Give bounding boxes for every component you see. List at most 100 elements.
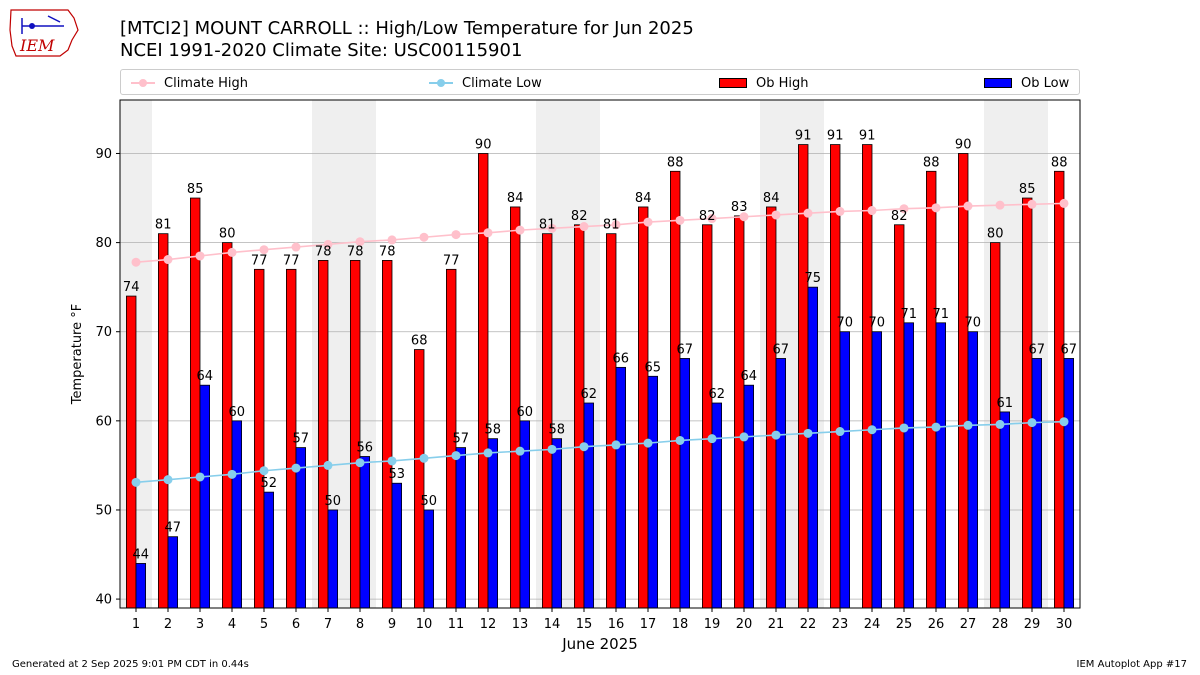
- plot-frame: [119, 99, 1081, 609]
- y-tick-label: 80: [95, 236, 112, 251]
- bar-ob-low: [423, 509, 435, 609]
- y-axis-label: Temperature °F: [70, 304, 85, 405]
- data-label-low: 58: [485, 423, 502, 438]
- legend-climate-high: Climate High: [131, 74, 248, 92]
- title-line-1: [MTCI2] MOUNT CARROLL :: High/Low Temper…: [120, 18, 694, 39]
- bar-ob-low: [871, 331, 883, 609]
- bar-ob-high: [926, 170, 937, 609]
- climate-low-point: [355, 458, 365, 468]
- legend: Climate High Climate Low Ob High Ob Low: [120, 69, 1080, 95]
- climate-high-point: [675, 215, 685, 225]
- bar-ob-low: [807, 286, 819, 609]
- climate-low-line: [135, 420, 1065, 484]
- data-label-high: 80: [987, 227, 1004, 242]
- data-label-low: 70: [965, 316, 982, 331]
- bar-ob-high: [606, 233, 617, 609]
- bar-ob-high: [574, 224, 585, 609]
- legend-climate-low: Climate Low: [429, 74, 542, 92]
- data-label-high: 77: [443, 253, 460, 268]
- bar-ob-low: [167, 536, 179, 609]
- bar-ob-low: [263, 491, 275, 609]
- data-label-low: 50: [421, 494, 438, 509]
- x-tick-label: 11: [448, 617, 465, 632]
- climate-high-swatch: [131, 79, 155, 87]
- climate-low-point: [291, 463, 301, 473]
- data-label-high: 85: [1019, 182, 1036, 197]
- data-label-low: 64: [741, 369, 758, 384]
- y-tick-label: 90: [95, 147, 112, 162]
- climate-high-point: [1027, 199, 1037, 209]
- data-label-high: 88: [1051, 155, 1068, 170]
- iem-logo: IEM: [9, 9, 79, 57]
- climate-low-point: [803, 428, 813, 438]
- bar-ob-high: [1054, 170, 1065, 609]
- x-tick-label: 30: [1056, 617, 1073, 632]
- bar-ob-low: [615, 366, 627, 609]
- x-tick-label: 12: [480, 617, 497, 632]
- data-label-low: 71: [901, 307, 918, 322]
- bar-ob-low: [903, 322, 915, 609]
- bar-ob-high: [542, 233, 553, 609]
- x-tick-label: 25: [896, 617, 913, 632]
- climate-high-point: [963, 201, 973, 211]
- bar-ob-low: [455, 447, 467, 609]
- climate-high-point: [803, 208, 813, 218]
- ob-high-swatch: [719, 78, 747, 88]
- x-tick-label: 19: [704, 617, 721, 632]
- x-tick-label: 17: [640, 617, 657, 632]
- bar-ob-low: [1031, 358, 1043, 609]
- data-label-high: 91: [859, 129, 876, 144]
- climate-low-point: [675, 435, 685, 445]
- x-tick-label: 4: [228, 617, 236, 632]
- y-tick-label: 60: [95, 414, 112, 429]
- data-label-low: 44: [133, 547, 150, 562]
- bar-ob-low: [647, 375, 659, 609]
- climate-low-point: [835, 427, 845, 437]
- bar-ob-high: [381, 260, 393, 609]
- bar-ob-low: [359, 456, 371, 609]
- climate-low-point: [163, 475, 173, 485]
- climate-low-point: [387, 456, 397, 466]
- x-tick-label: 23: [832, 617, 849, 632]
- data-label-high: 90: [955, 137, 972, 152]
- legend-label: Ob High: [756, 75, 809, 91]
- bar-ob-high: [702, 224, 713, 609]
- bar-ob-high: [958, 153, 969, 609]
- climate-high-point: [835, 206, 845, 216]
- climate-low-point: [995, 419, 1005, 429]
- bar-ob-high: [766, 206, 777, 609]
- data-label-low: 67: [773, 342, 790, 357]
- climate-low-point: [195, 472, 205, 482]
- climate-low-point: [867, 425, 877, 435]
- climate-low-point: [771, 430, 781, 440]
- legend-ob-low: Ob Low: [984, 74, 1069, 92]
- data-label-low: 70: [837, 316, 854, 331]
- climate-low-point: [1059, 417, 1069, 427]
- climate-low-point: [931, 422, 941, 432]
- bar-ob-low: [487, 438, 499, 609]
- bar-ob-high: [157, 233, 169, 609]
- x-tick-label: 2: [164, 617, 172, 632]
- x-tick-label: 28: [992, 617, 1009, 632]
- climate-high-point: [515, 225, 525, 235]
- climate-low-point: [227, 469, 237, 479]
- app-note: IEM Autoplot App #17: [1076, 659, 1187, 670]
- climate-low-point: [131, 477, 141, 487]
- climate-high-point: [419, 232, 429, 242]
- climate-high-point: [451, 230, 461, 240]
- data-label-high: 78: [315, 244, 332, 259]
- data-label-high: 77: [283, 253, 300, 268]
- climate-high-point: [1059, 198, 1069, 208]
- data-label-high: 81: [539, 218, 556, 233]
- climate-low-point: [963, 420, 973, 430]
- y-tick-label: 40: [95, 593, 112, 608]
- x-tick-label: 8: [356, 617, 364, 632]
- bar-ob-low: [199, 384, 211, 609]
- data-label-low: 60: [517, 405, 534, 420]
- climate-low-point: [611, 440, 621, 450]
- x-tick-label: 27: [960, 617, 977, 632]
- climate-high-point: [163, 255, 173, 265]
- x-tick-label: 1: [132, 617, 140, 632]
- data-label-low: 70: [869, 316, 886, 331]
- climate-high-point: [227, 247, 237, 257]
